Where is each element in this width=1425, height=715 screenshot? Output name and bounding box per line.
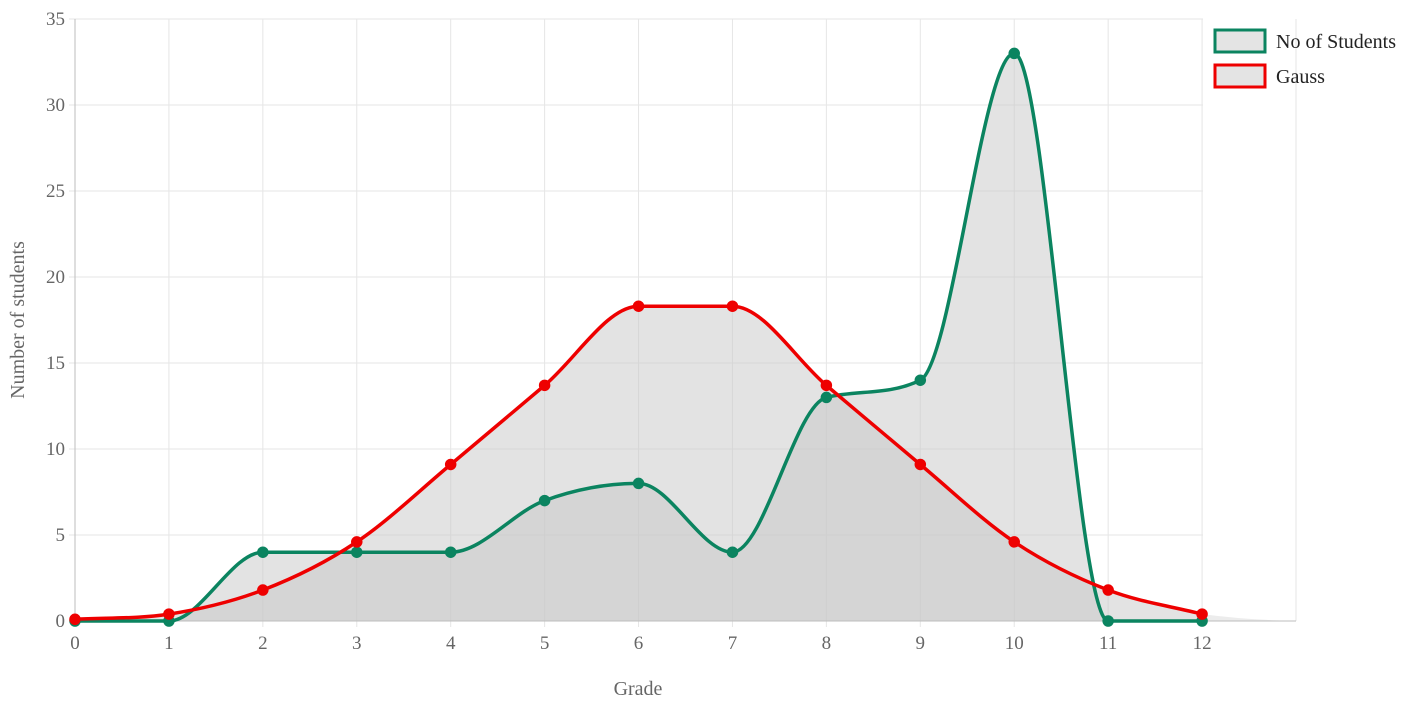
data-point — [914, 374, 927, 386]
data-point — [1196, 608, 1208, 620]
y-tick-label: 30 — [46, 95, 65, 116]
y-tick-label: 35 — [46, 9, 65, 30]
axes — [74, 19, 1296, 622]
legend-swatch — [1213, 63, 1267, 89]
legend-label: Gauss — [1276, 66, 1325, 88]
x-tick-label: 10 — [1005, 633, 1024, 654]
y-tick-label: 0 — [56, 611, 66, 632]
x-tick-label: 1 — [164, 633, 174, 654]
data-point — [726, 546, 739, 558]
x-tick-label: 6 — [634, 633, 644, 654]
data-point — [820, 391, 833, 404]
x-tick-label: 5 — [540, 633, 550, 654]
x-tick-label: 8 — [822, 633, 832, 654]
legend: No of Students Gauss — [1213, 28, 1396, 89]
y-tick-label: 10 — [46, 439, 65, 460]
x-tick-label: 9 — [916, 633, 926, 654]
x-tick-label: 4 — [446, 633, 456, 654]
x-tick-label: 3 — [352, 633, 362, 654]
legend-swatch — [1213, 28, 1267, 54]
series-points — [69, 47, 1208, 627]
y-tick-label: 5 — [56, 525, 66, 546]
data-point — [444, 546, 457, 558]
data-point — [726, 300, 739, 312]
x-tick-label: 12 — [1193, 633, 1212, 654]
data-point — [538, 379, 551, 392]
series-fill-tail — [1202, 614, 1296, 621]
data-point — [632, 300, 645, 312]
data-point — [538, 494, 551, 507]
data-point — [820, 379, 833, 392]
x-tick-label: 0 — [70, 633, 80, 654]
y-tick-label: 25 — [46, 181, 65, 202]
y-tick-label: 15 — [46, 353, 65, 374]
x-axis-title: Grade — [614, 678, 663, 700]
x-tick-label: 7 — [728, 633, 738, 654]
data-point — [1102, 615, 1114, 627]
x-tick-label: 2 — [258, 633, 268, 654]
data-point — [632, 477, 645, 490]
data-point — [1008, 47, 1020, 60]
y-tick-label: 20 — [46, 267, 65, 288]
data-point — [444, 458, 457, 471]
y-axis-title: Number of students — [7, 241, 29, 399]
legend-label: No of Students — [1276, 31, 1396, 53]
x-tick-label: 11 — [1099, 633, 1117, 654]
data-point — [351, 536, 363, 548]
data-point — [257, 584, 269, 596]
data-point — [69, 613, 81, 626]
data-point — [257, 546, 269, 558]
data-point — [1102, 584, 1114, 596]
data-point — [1008, 536, 1020, 548]
data-point — [914, 458, 927, 471]
data-point — [351, 546, 363, 558]
data-point — [163, 608, 175, 620]
